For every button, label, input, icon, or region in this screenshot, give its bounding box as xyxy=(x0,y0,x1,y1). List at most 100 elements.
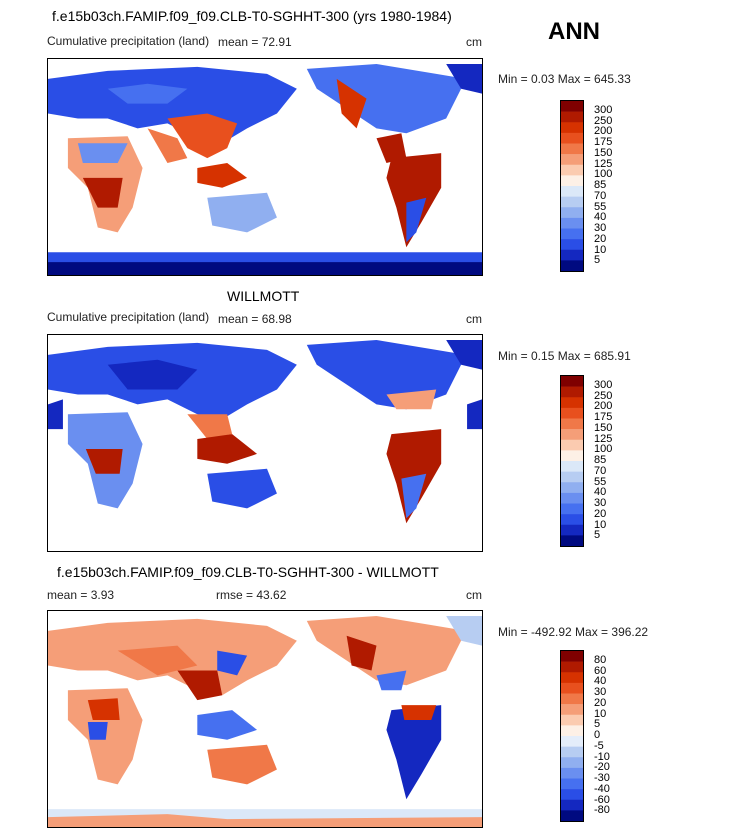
panel1-colorbar-swatches xyxy=(561,101,583,271)
colorbar-swatch xyxy=(561,429,583,441)
colorbar-swatch xyxy=(561,132,583,144)
colorbar-swatch xyxy=(561,524,583,536)
panel2-units: cm xyxy=(466,312,482,326)
panel2-subtitle: Cumulative precipitation (land) xyxy=(47,310,210,324)
colorbar-tick-label: 200 xyxy=(594,125,613,138)
colorbar-swatch xyxy=(561,217,583,229)
colorbar-swatch xyxy=(561,397,583,409)
colorbar-swatch xyxy=(561,164,583,176)
colorbar-swatch xyxy=(561,492,583,504)
panel3-title: f.e15b03ch.FAMIP.f09_f09.CLB-T0-SGHHT-30… xyxy=(57,564,439,580)
colorbar-tick-label: 55 xyxy=(594,200,607,213)
colorbar-swatch xyxy=(561,789,583,801)
colorbar-tick-label: -20 xyxy=(594,761,610,774)
panel3-rmse: rmse = 43.62 xyxy=(216,588,287,602)
colorbar-tick-label: 30 xyxy=(594,686,607,698)
colorbar-swatch xyxy=(561,767,583,779)
colorbar-swatch xyxy=(561,725,583,737)
colorbar-tick-label: -30 xyxy=(594,772,610,784)
panel1-colorbar xyxy=(560,100,584,272)
colorbar-tick-label: 0 xyxy=(594,729,601,741)
colorbar-tick-label: 40 xyxy=(594,675,607,688)
panel1-units: cm xyxy=(466,35,482,49)
colorbar-swatch xyxy=(561,196,583,208)
colorbar-tick-label: 5 xyxy=(594,529,601,542)
colorbar-tick-label: 85 xyxy=(594,179,607,191)
colorbar-swatch xyxy=(561,143,583,155)
colorbar-tick-label: -40 xyxy=(594,782,610,795)
colorbar-tick-label: 20 xyxy=(594,232,607,245)
colorbar-swatch xyxy=(561,260,583,271)
colorbar-tick-label: 20 xyxy=(594,696,607,709)
colorbar-tick-label: 300 xyxy=(594,103,613,116)
colorbar-swatch xyxy=(561,407,583,419)
colorbar-tick-label: 200 xyxy=(594,400,613,413)
colorbar-swatch xyxy=(561,672,583,684)
colorbar-swatch xyxy=(561,207,583,219)
colorbar-tick-label: 175 xyxy=(594,411,613,423)
colorbar-tick-label: 175 xyxy=(594,136,613,148)
colorbar-tick-label: 150 xyxy=(594,146,613,159)
panel2-mean: mean = 68.98 xyxy=(218,312,292,326)
colorbar-swatch xyxy=(561,503,583,515)
colorbar-tick-label: -5 xyxy=(594,739,604,752)
colorbar-swatch xyxy=(561,228,583,240)
colorbar-tick-label: 30 xyxy=(594,497,607,509)
panel1-title: f.e15b03ch.FAMIP.f09_f09.CLB-T0-SGHHT-30… xyxy=(52,8,452,24)
colorbar-swatch xyxy=(561,778,583,790)
colorbar-tick-label: 150 xyxy=(594,421,613,434)
colorbar-swatch xyxy=(561,186,583,197)
colorbar-tick-label: 70 xyxy=(594,464,607,477)
colorbar-swatch xyxy=(561,799,583,811)
panel3-map-svg xyxy=(48,611,482,827)
colorbar-tick-label: 70 xyxy=(594,189,607,202)
colorbar-tick-label: 300 xyxy=(594,378,613,391)
panel1-subtitle: Cumulative precipitation (land) xyxy=(47,34,210,48)
colorbar-swatch xyxy=(561,535,583,546)
colorbar-swatch xyxy=(561,461,583,472)
colorbar-swatch xyxy=(561,386,583,398)
colorbar-tick-label: 20 xyxy=(594,507,607,520)
colorbar-tick-label: 100 xyxy=(594,168,613,181)
panel1-minmax: Min = 0.03 Max = 645.33 xyxy=(498,72,631,86)
panel2-map xyxy=(47,334,483,552)
colorbar-swatch xyxy=(561,746,583,758)
panel2-minmax: Min = 0.15 Max = 685.91 xyxy=(498,349,631,363)
colorbar-swatch xyxy=(561,418,583,430)
panel2-colorbar-swatches xyxy=(561,376,583,546)
panel1-map-svg xyxy=(48,59,482,275)
colorbar-tick-label: -10 xyxy=(594,750,610,763)
colorbar-tick-label: 125 xyxy=(594,157,613,170)
panel3-units: cm xyxy=(466,588,482,602)
colorbar-tick-label: 10 xyxy=(594,707,607,720)
colorbar-swatch xyxy=(561,111,583,123)
colorbar-tick-label: 5 xyxy=(594,254,601,267)
colorbar-swatch xyxy=(561,439,583,451)
colorbar-swatch xyxy=(561,239,583,251)
colorbar-swatch xyxy=(561,154,583,166)
colorbar-swatch xyxy=(561,471,583,483)
colorbar-swatch xyxy=(561,714,583,726)
colorbar-swatch xyxy=(561,704,583,716)
colorbar-swatch xyxy=(561,757,583,769)
colorbar-swatch xyxy=(561,682,583,694)
panel3-minmax: Min = -492.92 Max = 396.22 xyxy=(498,625,649,639)
panel1-map xyxy=(47,58,483,276)
colorbar-swatch xyxy=(561,514,583,526)
colorbar-swatch xyxy=(561,101,583,112)
colorbar-tick-label: 250 xyxy=(594,114,613,127)
panel2-title: WILLMOTT xyxy=(227,288,300,304)
colorbar-tick-label: 55 xyxy=(594,475,607,488)
colorbar-tick-label: 5 xyxy=(594,718,601,731)
colorbar-swatch xyxy=(561,810,583,821)
panel2-colorbar xyxy=(560,375,584,547)
colorbar-swatch xyxy=(561,450,583,462)
colorbar-swatch xyxy=(561,175,583,187)
colorbar-tick-label: 100 xyxy=(594,443,613,456)
colorbar-tick-label: 125 xyxy=(594,432,613,445)
panel3-map xyxy=(47,610,483,828)
panel2-map-svg xyxy=(48,335,482,551)
colorbar-tick-label: 60 xyxy=(594,664,607,677)
panel3-mean: mean = 3.93 xyxy=(47,588,115,602)
colorbar-swatch xyxy=(561,376,583,387)
